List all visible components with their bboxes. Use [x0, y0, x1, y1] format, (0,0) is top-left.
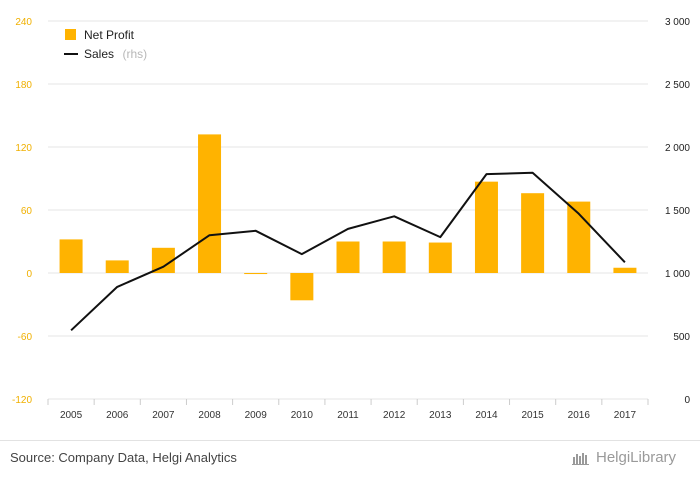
x-tick-label: 2016: [568, 410, 591, 421]
x-tick-label: 2005: [60, 410, 83, 421]
x-tick-label: 2009: [245, 410, 268, 421]
left-axis-ticks: -120 -60 0 60 120 180 240: [12, 17, 32, 406]
legend: Net Profit Sales (rhs): [64, 28, 147, 62]
left-tick-label: -120: [12, 395, 32, 406]
right-tick-label: 0: [684, 395, 690, 406]
left-tick-label: -60: [18, 332, 33, 343]
x-tick-label: 2008: [198, 410, 221, 421]
x-tick-label: 2012: [383, 410, 406, 421]
gridlines: [47, 20, 649, 405]
bar-net-profit-2008: [198, 134, 222, 273]
left-tick-label: 60: [21, 206, 33, 217]
bar-net-profit-2005: [59, 239, 83, 273]
brand-logo: HelgiLibrary: [572, 449, 676, 466]
left-tick-label: 120: [15, 143, 32, 154]
bar-net-profit-2007: [151, 247, 175, 273]
legend-net-profit-swatch: [65, 29, 76, 40]
right-tick-label: 1 500: [665, 206, 690, 217]
legend-sales-label: Sales: [84, 47, 114, 61]
right-tick-label: 3 000: [665, 17, 690, 28]
source-note: Source: Company Data, Helgi Analytics: [10, 450, 237, 465]
x-axis-ticks: 2005 2006 2007 2008 2009 2010 2011 2012 2013 2014…: [60, 410, 637, 421]
right-tick-label: 2 500: [665, 80, 690, 91]
bar-net-profit-2009: [244, 273, 268, 275]
legend-sales-text: Sales (rhs): [84, 45, 147, 62]
legend-net-profit-label: Net Profit: [84, 28, 135, 42]
bar-net-profit-2017: [613, 267, 637, 273]
x-tick-label: 2014: [475, 410, 498, 421]
net-profit-bars: [59, 134, 637, 301]
x-tick-label: 2006: [106, 410, 129, 421]
sales-line: [70, 171, 626, 332]
bar-net-profit-2014: [474, 181, 498, 273]
bar-net-profit-2016: [567, 201, 591, 273]
x-tick-label: 2007: [152, 410, 175, 421]
bar-net-profit-2015: [521, 193, 545, 273]
right-tick-label: 2 000: [665, 143, 690, 154]
bar-net-profit-2010: [290, 273, 314, 301]
bar-net-profit-2013: [428, 242, 452, 273]
brand-name: HelgiLibrary: [596, 449, 677, 466]
legend-sales-suffix: (rhs): [122, 47, 147, 61]
left-tick-label: 0: [26, 269, 32, 280]
sales-line-series: [70, 171, 626, 332]
bar-net-profit-2011: [336, 241, 360, 273]
right-axis-ticks: 0 500 1 000 1 500 2 000 2 500 3 000: [665, 17, 690, 406]
left-tick-label: 240: [15, 17, 32, 28]
library-icon: [572, 452, 589, 465]
x-tick-label: 2011: [337, 410, 359, 421]
bar-net-profit-2012: [382, 241, 406, 273]
footer-divider: [0, 440, 700, 441]
left-tick-label: 180: [15, 80, 32, 91]
right-tick-label: 500: [673, 332, 690, 343]
x-tick-label: 2015: [521, 410, 544, 421]
bar-net-profit-2006: [105, 260, 129, 273]
x-tick-label: 2013: [429, 410, 452, 421]
x-tick-label: 2010: [291, 410, 314, 421]
right-tick-label: 1 000: [665, 269, 690, 280]
x-tick-label: 2017: [614, 410, 637, 421]
